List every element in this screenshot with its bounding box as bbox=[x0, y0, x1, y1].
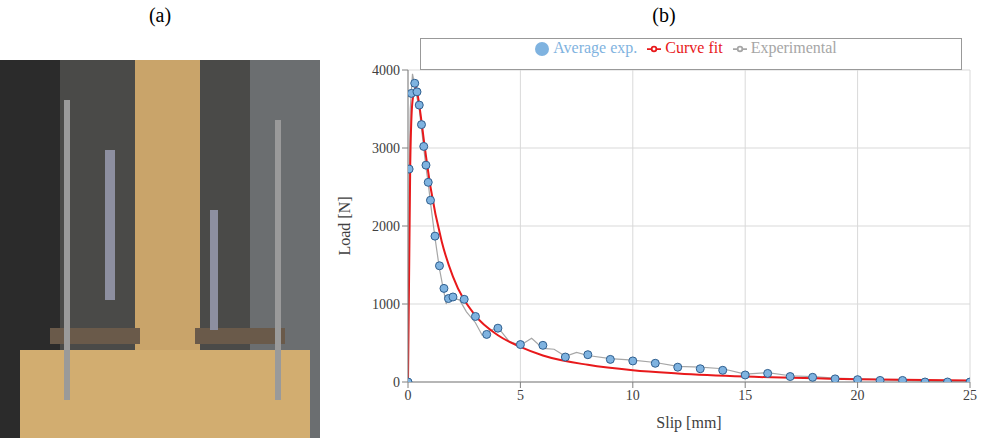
svg-text:15: 15 bbox=[738, 388, 752, 403]
svg-text:0: 0 bbox=[405, 388, 412, 403]
svg-text:0: 0 bbox=[393, 375, 400, 390]
svg-text:Slip [mm]: Slip [mm] bbox=[656, 414, 721, 432]
svg-text:20: 20 bbox=[851, 388, 865, 403]
svg-text:2000: 2000 bbox=[372, 219, 400, 234]
html-text:(a): (a) bbox=[148, 4, 172, 26]
html-text:(b): (b) bbox=[652, 4, 676, 26]
html-text:Curve fit: Curve fit bbox=[665, 39, 723, 56]
svg-text:5: 5 bbox=[517, 388, 524, 403]
svg-text:4000: 4000 bbox=[372, 63, 400, 78]
svg-text:1000: 1000 bbox=[372, 297, 400, 312]
svg-text:3000: 3000 bbox=[372, 141, 400, 156]
html-text:Average exp.: Average exp. bbox=[553, 39, 638, 56]
html-text:Experimental: Experimental bbox=[750, 39, 837, 56]
svg-text:10: 10 bbox=[626, 388, 640, 403]
svg-text:Load [N]: Load [N] bbox=[336, 196, 353, 255]
svg-text:25: 25 bbox=[963, 388, 977, 403]
